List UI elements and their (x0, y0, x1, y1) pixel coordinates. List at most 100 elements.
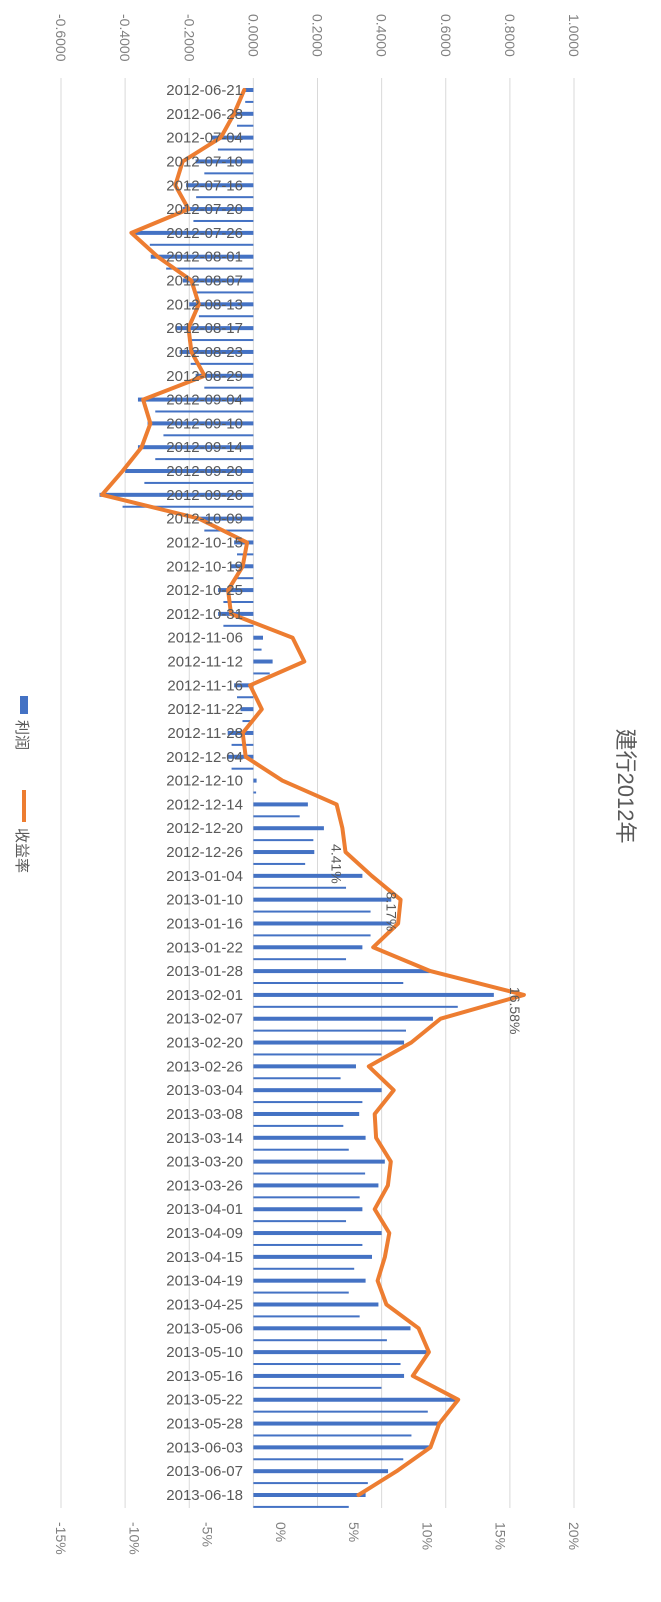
category-label: 2013-01-22 (166, 939, 243, 956)
profit-tick-label: -0.2000 (181, 14, 197, 62)
profit-bar (253, 1088, 382, 1093)
profit-bar (131, 230, 254, 235)
profit-bar-minor (253, 1053, 382, 1056)
profit-bar-minor (253, 1077, 341, 1080)
category-label: 2013-06-03 (166, 1439, 243, 1456)
category-label: 2013-02-20 (166, 1035, 243, 1052)
profit-bar (182, 207, 254, 212)
profit-bar-minor (122, 505, 254, 508)
profit-bar-minor (253, 958, 347, 961)
profit-bar-minor (204, 529, 254, 532)
return-line-group (100, 88, 526, 1497)
profit-bar-minor (190, 362, 254, 365)
return-tick-label: 15% (493, 1522, 509, 1550)
category-label: 2012-07-16 (166, 177, 243, 194)
profit-bar-minor (253, 1196, 360, 1199)
category-label: 2012-08-23 (166, 344, 243, 361)
category-label: 2012-11-16 (167, 677, 243, 694)
category-label: 2012-10-09 (166, 511, 243, 528)
profit-bar-minor (253, 839, 314, 842)
category-label: 2012-08-07 (166, 273, 243, 290)
category-label: 2013-04-15 (166, 1249, 243, 1266)
category-label: 2012-11-22 (167, 701, 243, 718)
return-line (100, 88, 526, 1497)
category-label: 2013-03-20 (166, 1154, 243, 1171)
profit-bar (150, 254, 254, 259)
profit-bar-minor (253, 982, 404, 985)
data-labels: 4.41% 8.17% 16.58% (328, 844, 522, 1034)
category-label: 2012-08-13 (166, 296, 243, 313)
return-data-label: 8.17% (384, 892, 400, 932)
profit-bar-minor (253, 1291, 349, 1294)
category-label: 2013-01-04 (166, 868, 243, 885)
profit-bar-minor (196, 196, 254, 199)
profit-bar-minor (253, 1434, 412, 1437)
profit-bar-minor (253, 910, 371, 913)
category-label: 2013-03-14 (166, 1130, 243, 1147)
category-labels: 2012-06-21 2012-06-28 2012-07-04 2012-07-10… (166, 82, 243, 1504)
profit-bar (253, 778, 257, 783)
category-label: 2012-08-17 (166, 320, 243, 337)
profit-bar (253, 1326, 411, 1331)
profit-bar (234, 683, 254, 688)
profit-tick-label: -0.4000 (117, 14, 133, 62)
profit-bar (137, 445, 254, 450)
profit-bar (189, 302, 254, 307)
profit-bar-minor (253, 1148, 349, 1151)
profit-bar (137, 397, 254, 402)
profit-bar-minor (204, 172, 254, 175)
profit-bar-minor (204, 386, 254, 389)
profit-bar (253, 1493, 366, 1497)
category-label: 2012-09-14 (166, 439, 243, 456)
profit-bar-minor (193, 219, 254, 222)
profit-bar-minor (234, 577, 254, 580)
profit-bar-minor (253, 1482, 368, 1485)
profit-bar (253, 1135, 366, 1140)
profit-bar-minor (187, 339, 254, 342)
profit-bar (253, 1016, 433, 1021)
profit-bar (253, 1207, 363, 1212)
profit-bar-minor (231, 767, 254, 770)
profit-bar-minor (237, 696, 254, 699)
category-label: 2013-05-10 (166, 1344, 243, 1361)
profit-bar-minor (253, 1386, 382, 1389)
profit-bar (253, 945, 363, 950)
category-label: 2012-09-26 (166, 487, 243, 504)
category-label: 2013-04-19 (166, 1273, 243, 1290)
legend-bar-swatch (20, 696, 28, 714)
profit-bar (253, 1469, 389, 1474)
category-label: 2012-12-14 (166, 796, 243, 813)
chart-title: 建行2012年 (613, 729, 638, 844)
category-label: 2012-09-10 (166, 415, 243, 432)
profit-bar-minor (217, 148, 254, 151)
profit-bar (253, 1064, 356, 1069)
profit-bar (195, 159, 254, 164)
profit-bars (99, 88, 494, 1508)
profit-bar-minor (253, 791, 257, 794)
return-tick-label: 0% (273, 1522, 289, 1542)
profit-bar-minor (242, 720, 254, 723)
category-label: 2013-05-16 (166, 1368, 243, 1385)
profit-bar-minor (253, 1243, 363, 1246)
legend-bar-label: 利润 (13, 720, 30, 750)
return-data-label: 4.41% (328, 844, 344, 884)
profit-bar-minor (149, 243, 254, 246)
return-axis-ticks: -15% -10% -5% 0% 5% 10% 15% 20% (53, 1522, 582, 1555)
return-tick-label: 10% (419, 1522, 435, 1550)
profit-bar (253, 1183, 379, 1188)
category-label: 2012-09-04 (166, 392, 243, 409)
return-tick-label: 5% (346, 1522, 362, 1542)
profit-axis-ticks: -0.6000 -0.4000 -0.2000 0.0000 0.2000 0.4000 0… (53, 14, 582, 62)
profit-bar-minor (193, 291, 254, 294)
profit-bar-minor (253, 1029, 406, 1032)
category-label: 2013-01-10 (166, 892, 243, 909)
profit-bar-minor (237, 124, 254, 127)
category-label: 2013-04-09 (166, 1225, 243, 1242)
profit-bar (253, 1350, 427, 1355)
profit-bar (253, 873, 363, 878)
profit-bar (218, 588, 254, 593)
category-label: 2012-11-12 (167, 654, 243, 671)
category-label: 2012-12-26 (166, 844, 243, 861)
